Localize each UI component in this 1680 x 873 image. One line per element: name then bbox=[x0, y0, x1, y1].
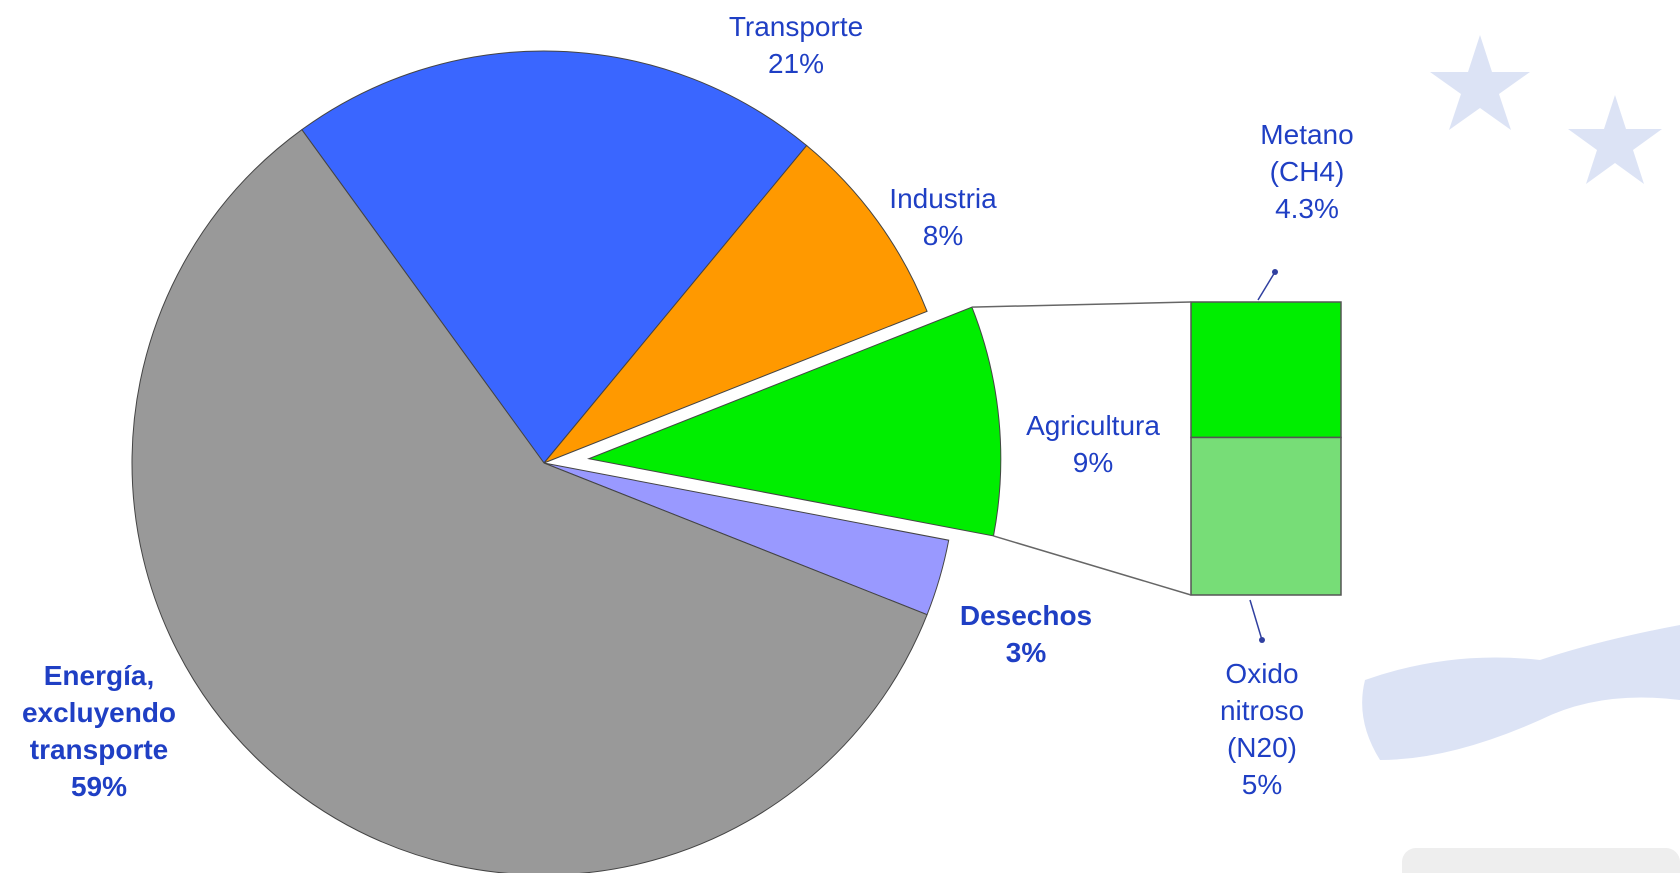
slice-label: Oxido nitroso (N20) 5% bbox=[1207, 655, 1317, 803]
arrow bbox=[1257, 271, 1276, 301]
slice-label: Transporte 21% bbox=[666, 8, 926, 82]
slice-label: Desechos 3% bbox=[926, 597, 1126, 671]
value-label: 59% bbox=[70, 771, 128, 802]
pie-slice bbox=[543, 144, 928, 464]
connector-line bbox=[971, 301, 1192, 308]
slice-label: Metano (CH4) 4.3% bbox=[1247, 116, 1367, 227]
breakdown-bar bbox=[1190, 301, 1342, 439]
category-label: Agricultura bbox=[1026, 410, 1160, 441]
category-label: Transporte bbox=[728, 11, 864, 42]
category-label: Desechos bbox=[959, 600, 1093, 631]
breakdown-bar bbox=[1190, 436, 1342, 596]
arrow-head bbox=[1259, 637, 1265, 643]
slice-label: Industria 8% bbox=[843, 180, 1043, 254]
arrow-head bbox=[1272, 269, 1278, 275]
pie-slice bbox=[131, 128, 928, 873]
value-label: 3% bbox=[1005, 637, 1047, 668]
map-decoration bbox=[1362, 625, 1680, 760]
value-label: 5% bbox=[1241, 769, 1283, 800]
category-label: Metano (CH4) bbox=[1260, 119, 1354, 187]
value-label: 4.3% bbox=[1275, 193, 1339, 224]
footer-box bbox=[1402, 848, 1680, 873]
star-decoration bbox=[1568, 95, 1662, 184]
value-label: 21% bbox=[767, 48, 825, 79]
arrow bbox=[1249, 599, 1263, 641]
value-label: 8% bbox=[922, 220, 964, 251]
category-label: Energía, excluyendo transporte bbox=[21, 660, 177, 765]
slice-label: Agricultura 9% bbox=[983, 407, 1203, 481]
value-label: 9% bbox=[1072, 447, 1114, 478]
star-decoration bbox=[1430, 35, 1530, 130]
connector-line bbox=[993, 535, 1192, 596]
pie-slice bbox=[301, 50, 808, 464]
category-label: Oxido nitroso (N20) bbox=[1219, 658, 1305, 763]
slice-label: Energía, excluyendo transporte 59% bbox=[9, 657, 189, 805]
pie-slice bbox=[587, 306, 1002, 537]
category-label: Industria bbox=[889, 183, 997, 214]
